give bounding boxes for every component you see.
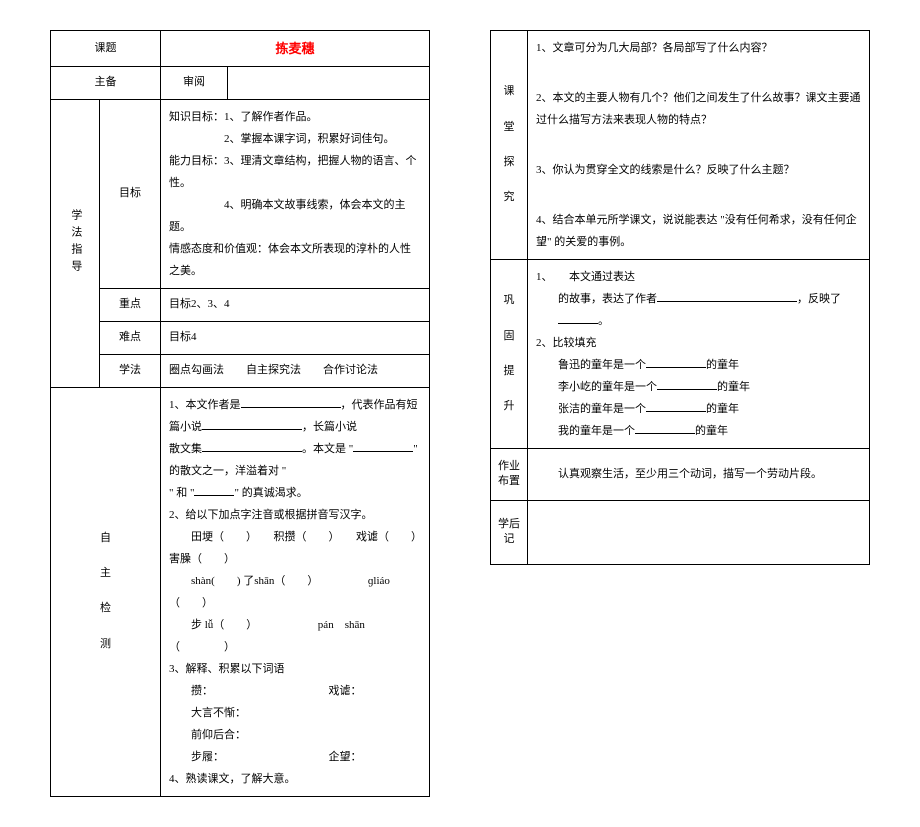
xuehouji-content [528,500,870,564]
shenyue-value [228,67,430,100]
gg-q2-b: 李小屹的童年是一个 [558,381,657,393]
q3-d: 步履： 企望： [169,746,421,768]
gg-q2-c: 张洁的童年是一个 [558,403,646,415]
zuoye-content: 认真观察生活，至少用三个动词，描写一个劳动片段。 [528,449,870,501]
q1-text-g: " 和 " [169,487,194,499]
q1-text-d: 散文集 [169,443,202,455]
zhongdian-content: 目标2、3、4 [161,289,430,322]
q3-c: 前仰后合： [169,724,421,746]
zhubei-label: 主备 [51,67,161,100]
zuoye-label: 作业布置 [491,449,528,501]
nandian-label: 难点 [100,321,161,354]
ketang-content: 1、文章可分为几大局部？各局部写了什么内容？ 2、本文的主要人物有几个？他们之间… [528,31,870,260]
q4-text: 4、熟读课文，了解大意。 [169,768,421,790]
q1-text-a: 1、本文作者是 [169,399,241,411]
zizhu-label: 自 主 检 测 [51,387,161,796]
right-page: 课 堂 探 究 1、文章可分为几大局部？各局部写了什么内容？ 2、本文的主要人物… [490,30,870,797]
gg-q2-b2: 的童年 [717,381,750,393]
mubiao-content: 知识目标：1、了解作者作品。 2、掌握本课字词，积累好词佳句。 能力目标：3、理… [161,100,430,289]
gg-q1-c: ，反映了 [797,293,841,305]
gonggu-content: 1、 本文通过表达 的故事，表达了作者 ，反映了 。 2、比较填充 鲁迅的童年是一… [528,260,870,449]
q3-text: 3、解释、积累以下词语 [169,658,421,680]
q1-text-h: " 的真诚渴求。 [234,487,307,499]
xuefa-zhidao-label: 学法指导 [51,100,100,387]
kt-q1: 1、文章可分为几大局部？各局部写了什么内容？ [536,37,861,59]
q3-a: 攒： 戏谑： [169,680,421,702]
q1-text-e: 。本文是 " [302,443,353,455]
lesson-title: 拣麦穗 [161,31,430,67]
gg-q2: 2、比较填充 [536,332,861,354]
gonggu-label: 巩 固 提 升 [491,260,528,449]
shenyue-label: 审阅 [161,67,228,100]
zhongdian-label: 重点 [100,289,161,322]
kt-q2: 2、本文的主要人物有几个？他们之间发生了什么故事？课文主要通过什么描写方法来表现… [536,87,861,131]
q2-line2: shàn( ) 了shān（ ） ɡliáo（ ） [169,570,421,614]
q2-text: 2、给以下加点字注音或根据拼音写汉字。 [169,504,421,526]
right-table: 课 堂 探 究 1、文章可分为几大局部？各局部写了什么内容？ 2、本文的主要人物… [490,30,870,565]
gg-q2-a2: 的童年 [706,359,739,371]
gg-q1-d: 。 [598,315,609,327]
gg-q2-d2: 的童年 [695,425,728,437]
nandian-content: 目标4 [161,321,430,354]
xuehouji-label: 学后记 [491,500,528,564]
keti-label: 课题 [51,31,161,67]
mubiao-label: 目标 [100,100,161,289]
zizhu-content: 1、本文作者是，代表作品有短篇小说，长篇小说 散文集。本文是 "" 的散文之一，… [161,387,430,796]
xuefa-content: 圈点勾画法 自主探究法 合作讨论法 [161,354,430,387]
gg-q2-c2: 的童年 [706,403,739,415]
left-table: 课题 拣麦穗 主备 审阅 学法指导 目标 知识目标：1、了解作者作品。 2、掌握… [50,30,430,797]
kt-q3: 3、你认为贯穿全文的线索是什么？反映了什么主题？ [536,159,861,181]
q1-text-c: ，长篇小说 [302,421,357,433]
ketang-label: 课 堂 探 究 [491,31,528,260]
gg-q1-a: 1、 本文通过表达 [536,271,635,283]
gg-q2-a: 鲁迅的童年是一个 [558,359,646,371]
xuefa-label: 学法 [100,354,161,387]
zuoye-text: 认真观察生活，至少用三个动词，描写一个劳动片段。 [536,463,861,485]
left-page: 课题 拣麦穗 主备 审阅 学法指导 目标 知识目标：1、了解作者作品。 2、掌握… [50,30,430,797]
gg-q2-d: 我的童年是一个 [558,425,635,437]
q2-line1: 田埂（ ） 积攒（ ） 戏谑（ ） 害臊（ ） [169,526,421,570]
q3-b: 大言不惭： [169,702,421,724]
kt-q4: 4、结合本单元所学课文，说说能表达 "没有任何希求，没有任何企望" 的关爱的事例… [536,209,861,253]
gg-q1-b: 的故事，表达了作者 [558,293,657,305]
